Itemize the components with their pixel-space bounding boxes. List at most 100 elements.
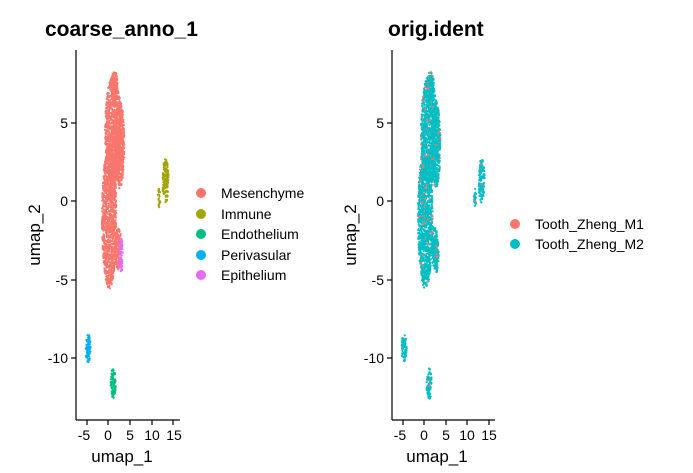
data-point xyxy=(116,161,119,165)
data-point xyxy=(107,252,110,256)
data-point xyxy=(115,163,118,166)
data-point xyxy=(107,246,110,249)
data-point xyxy=(425,116,428,119)
data-point xyxy=(420,241,423,245)
data-point xyxy=(109,227,112,230)
data-point xyxy=(121,154,124,158)
data-point xyxy=(110,205,113,208)
data-point xyxy=(109,381,112,384)
data-point xyxy=(116,92,119,95)
data-point xyxy=(111,161,114,164)
data-point xyxy=(424,232,427,235)
panel-orig-ident: orig.ident 5 0 -5 -10 -5 0 5 10 15 umap_… xyxy=(341,18,644,466)
y-axis-label-left: umap_2 xyxy=(25,204,44,265)
data-point xyxy=(424,154,427,158)
data-point xyxy=(102,256,105,260)
data-point xyxy=(428,127,431,130)
data-point xyxy=(119,168,122,171)
data-point xyxy=(112,128,115,131)
data-point xyxy=(111,110,114,113)
data-point xyxy=(162,181,165,184)
data-point xyxy=(102,218,105,221)
data-point xyxy=(424,169,427,173)
data-point xyxy=(422,258,425,261)
data-point xyxy=(113,189,116,193)
data-point xyxy=(423,152,426,155)
data-point xyxy=(108,209,111,212)
data-point xyxy=(425,245,428,248)
data-point xyxy=(104,270,108,273)
data-point xyxy=(428,199,431,202)
data-point xyxy=(115,263,118,266)
data-point xyxy=(426,133,430,136)
data-point xyxy=(111,375,114,379)
data-point xyxy=(85,343,88,347)
data-point xyxy=(419,256,422,259)
data-point xyxy=(106,221,109,224)
data-point xyxy=(116,104,119,107)
data-point xyxy=(114,156,117,159)
data-point xyxy=(122,124,125,127)
data-point xyxy=(422,139,426,142)
data-point xyxy=(121,168,124,171)
data-point xyxy=(114,158,117,161)
data-point xyxy=(417,202,420,205)
data-point xyxy=(103,175,106,178)
data-point xyxy=(108,109,111,112)
data-point xyxy=(164,198,167,201)
data-point xyxy=(430,137,433,140)
data-point xyxy=(425,161,428,164)
data-point xyxy=(422,134,425,137)
legend-label: Mesenchyme xyxy=(221,185,304,201)
data-point xyxy=(120,254,123,257)
legend-marker xyxy=(196,188,206,198)
data-point xyxy=(106,207,109,210)
data-point xyxy=(101,207,104,210)
data-point xyxy=(425,101,428,104)
data-point xyxy=(106,117,109,121)
data-point xyxy=(158,194,161,197)
data-point xyxy=(112,89,115,92)
data-point xyxy=(118,187,121,190)
data-point xyxy=(115,166,118,170)
data-point xyxy=(430,184,433,187)
data-point xyxy=(102,193,105,196)
data-point xyxy=(116,228,119,231)
data-point xyxy=(166,174,170,177)
data-point xyxy=(86,334,89,337)
data-point xyxy=(113,378,117,381)
data-point xyxy=(423,225,426,228)
data-point xyxy=(118,113,121,116)
data-point xyxy=(107,238,110,241)
data-point xyxy=(113,267,116,270)
data-point xyxy=(433,94,436,97)
data-point xyxy=(430,214,433,217)
data-point xyxy=(110,252,113,255)
data-point xyxy=(104,242,107,245)
data-point xyxy=(107,285,110,288)
data-point xyxy=(421,153,424,156)
data-point xyxy=(106,250,109,253)
data-point xyxy=(421,193,425,196)
data-point xyxy=(424,113,427,116)
data-point xyxy=(427,158,430,161)
data-point xyxy=(121,173,125,176)
data-point xyxy=(107,116,110,119)
data-point xyxy=(108,132,111,135)
legend-marker xyxy=(196,209,206,219)
data-point xyxy=(121,171,124,174)
data-point xyxy=(424,133,427,136)
data-point xyxy=(113,181,116,184)
data-point xyxy=(164,163,167,166)
data-point xyxy=(163,175,166,178)
data-point xyxy=(105,244,108,247)
data-point xyxy=(428,136,431,139)
data-point xyxy=(111,276,114,279)
data-point xyxy=(119,165,122,168)
data-point xyxy=(89,346,92,349)
legend-label: Immune xyxy=(221,206,272,222)
data-point xyxy=(164,170,167,173)
data-point xyxy=(104,142,107,145)
data-point xyxy=(424,164,427,167)
data-point xyxy=(111,259,114,262)
